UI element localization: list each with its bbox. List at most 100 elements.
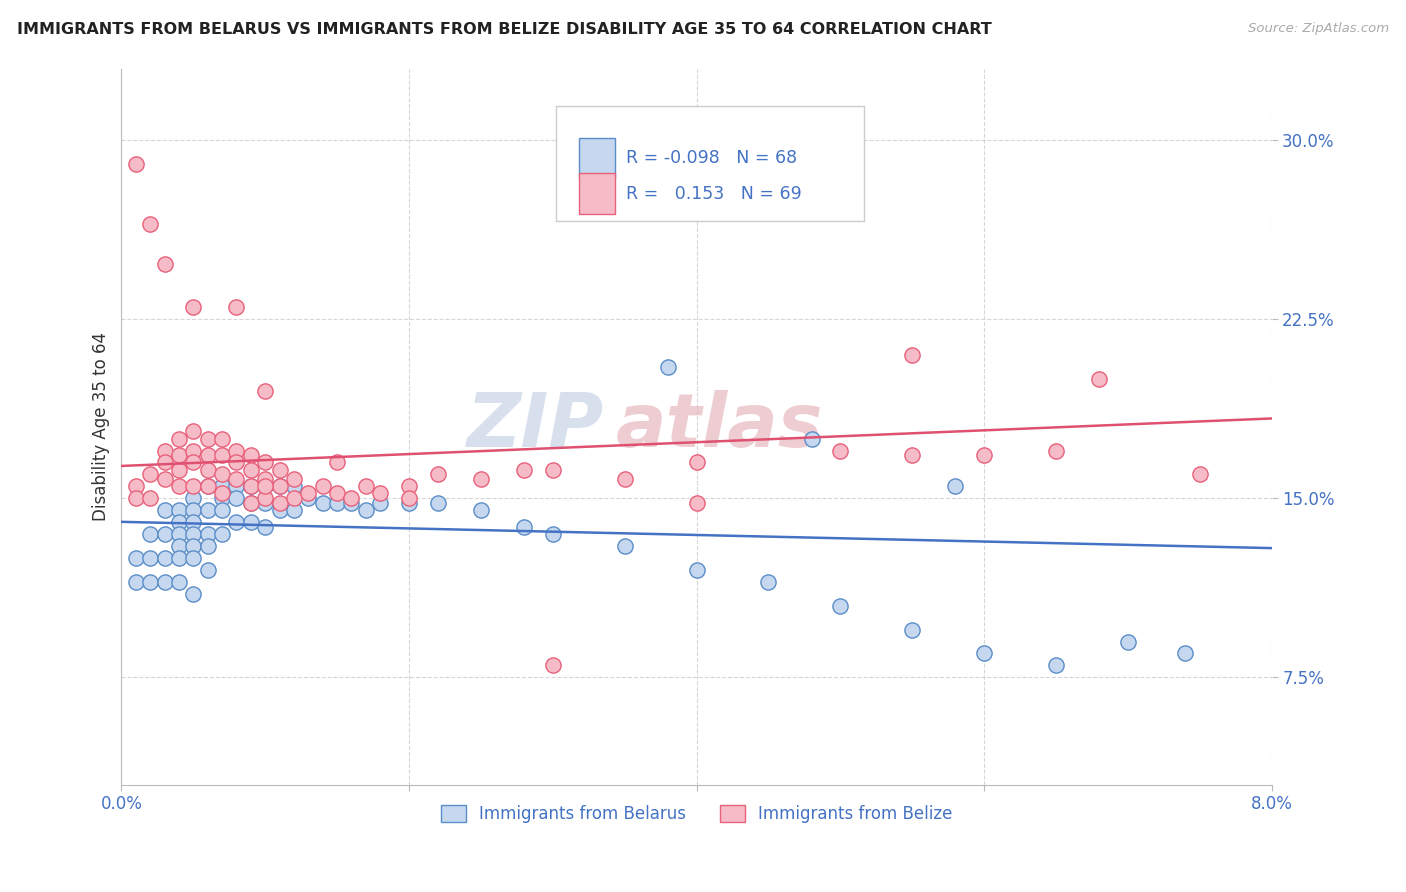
Point	[426, 496, 449, 510]
Point	[657, 359, 679, 374]
Point	[225, 491, 247, 506]
Point	[426, 467, 449, 482]
Point	[225, 479, 247, 493]
Point	[183, 515, 205, 529]
Point	[901, 448, 924, 462]
Point	[139, 551, 162, 566]
Point	[197, 539, 219, 553]
Point	[197, 448, 219, 462]
Point	[167, 503, 190, 517]
Point	[239, 496, 262, 510]
Point	[225, 300, 247, 314]
Point	[239, 496, 262, 510]
Point	[125, 491, 148, 506]
Point	[153, 443, 176, 458]
Point	[283, 479, 305, 493]
Legend: Immigrants from Belarus, Immigrants from Belize: Immigrants from Belarus, Immigrants from…	[434, 798, 959, 830]
Point	[1188, 467, 1211, 482]
Point	[125, 157, 148, 171]
Point	[269, 479, 291, 493]
Point	[1045, 443, 1067, 458]
Point	[239, 448, 262, 462]
Point	[211, 503, 233, 517]
Point	[254, 520, 277, 534]
Point	[571, 204, 593, 219]
Point	[167, 539, 190, 553]
Point	[125, 479, 148, 493]
Point	[225, 443, 247, 458]
Point	[197, 503, 219, 517]
Text: atlas: atlas	[616, 390, 824, 463]
Point	[398, 496, 420, 510]
Point	[1088, 372, 1111, 386]
Point	[513, 462, 536, 476]
Text: R =   0.153   N = 69: R = 0.153 N = 69	[626, 185, 801, 202]
Point	[211, 432, 233, 446]
Point	[269, 479, 291, 493]
Point	[541, 462, 564, 476]
Point	[183, 503, 205, 517]
Point	[254, 479, 277, 493]
Point	[685, 563, 707, 577]
Point	[398, 479, 420, 493]
Text: R = -0.098   N = 68: R = -0.098 N = 68	[626, 149, 797, 168]
Point	[211, 491, 233, 506]
Point	[153, 455, 176, 469]
Point	[283, 491, 305, 506]
Point	[758, 574, 780, 589]
Point	[153, 472, 176, 486]
Point	[167, 527, 190, 541]
Point	[613, 472, 636, 486]
Point	[800, 432, 823, 446]
Point	[225, 455, 247, 469]
Point	[541, 527, 564, 541]
Y-axis label: Disability Age 35 to 64: Disability Age 35 to 64	[93, 332, 110, 521]
Point	[269, 496, 291, 510]
Point	[183, 443, 205, 458]
Point	[211, 527, 233, 541]
Point	[830, 599, 852, 613]
Point	[225, 515, 247, 529]
Point	[326, 455, 349, 469]
Point	[254, 472, 277, 486]
Point	[167, 479, 190, 493]
Point	[269, 462, 291, 476]
Point	[945, 479, 967, 493]
Point	[139, 527, 162, 541]
Point	[312, 479, 335, 493]
Point	[197, 432, 219, 446]
Point	[139, 574, 162, 589]
Point	[354, 479, 377, 493]
Point	[254, 496, 277, 510]
Point	[183, 539, 205, 553]
Point	[973, 647, 995, 661]
Point	[211, 486, 233, 500]
Point	[297, 491, 319, 506]
Point	[239, 515, 262, 529]
Point	[183, 300, 205, 314]
Point	[139, 217, 162, 231]
Point	[183, 551, 205, 566]
Point	[368, 486, 391, 500]
Point	[283, 503, 305, 517]
Point	[1116, 634, 1139, 648]
Text: IMMIGRANTS FROM BELARUS VS IMMIGRANTS FROM BELIZE DISABILITY AGE 35 TO 64 CORREL: IMMIGRANTS FROM BELARUS VS IMMIGRANTS FR…	[17, 22, 991, 37]
Point	[153, 551, 176, 566]
Point	[685, 496, 707, 510]
Point	[197, 527, 219, 541]
Point	[830, 443, 852, 458]
Point	[139, 467, 162, 482]
Point	[125, 574, 148, 589]
Point	[901, 623, 924, 637]
Point	[153, 574, 176, 589]
Point	[685, 455, 707, 469]
Point	[211, 467, 233, 482]
Point	[239, 479, 262, 493]
Point	[225, 472, 247, 486]
Point	[183, 587, 205, 601]
Point	[211, 479, 233, 493]
Point	[312, 496, 335, 510]
Point	[167, 515, 190, 529]
Point	[1045, 658, 1067, 673]
Point	[167, 448, 190, 462]
